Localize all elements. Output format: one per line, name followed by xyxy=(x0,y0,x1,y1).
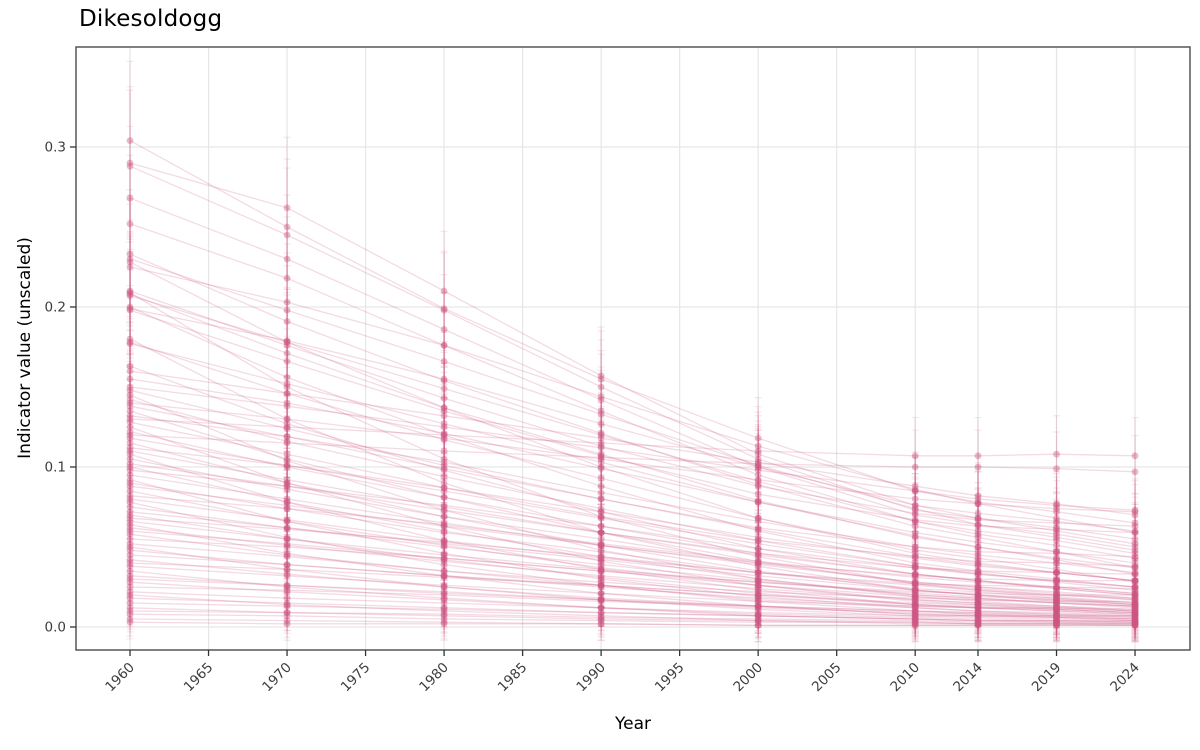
x-tick-label: 1975 xyxy=(338,660,374,696)
x-tick-label: 2014 xyxy=(950,660,986,696)
y-axis-title: Indicator value (unscaled) xyxy=(15,237,35,459)
gridlines xyxy=(76,47,1190,650)
x-tick-label: 1970 xyxy=(259,660,295,696)
y-tick-label: 0.1 xyxy=(45,460,66,476)
x-tick-label: 1965 xyxy=(181,660,217,696)
x-tick-label: 1980 xyxy=(416,660,452,696)
y-tick-label: 0.0 xyxy=(45,620,66,636)
x-tick-label: 2000 xyxy=(730,660,766,696)
panel-border xyxy=(75,46,1191,651)
y-axis-ticks: 0.0 0.1 0.2 0.3 xyxy=(45,140,76,636)
x-tick-label: 2024 xyxy=(1107,660,1143,696)
x-tick-label: 2005 xyxy=(809,660,845,696)
x-tick-label: 2019 xyxy=(1029,660,1065,696)
chart-title: Dikesoldogg xyxy=(79,6,223,32)
x-axis-ticks: 1960 1965 1970 1975 1980 1985 1990 1995 2000 2005… xyxy=(102,650,1143,695)
x-tick-label: 1985 xyxy=(495,660,531,696)
series-lines xyxy=(129,140,1136,627)
x-axis-title: Year xyxy=(615,714,651,734)
x-tick-label: 2010 xyxy=(887,660,923,696)
y-tick-label: 0.2 xyxy=(45,300,66,316)
series-points xyxy=(126,137,1139,629)
y-tick-label: 0.3 xyxy=(45,140,66,156)
x-tick-label: 1960 xyxy=(102,660,138,696)
x-tick-label: 1995 xyxy=(652,660,688,696)
error-bars xyxy=(126,60,1139,643)
x-tick-label: 1990 xyxy=(573,660,609,696)
